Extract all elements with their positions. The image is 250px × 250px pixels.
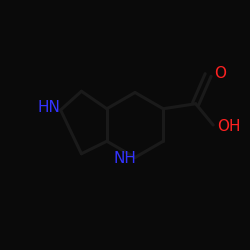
- Text: OH: OH: [217, 119, 240, 134]
- Text: O: O: [214, 66, 226, 81]
- Text: NH: NH: [114, 151, 136, 166]
- Text: HN: HN: [38, 100, 61, 115]
